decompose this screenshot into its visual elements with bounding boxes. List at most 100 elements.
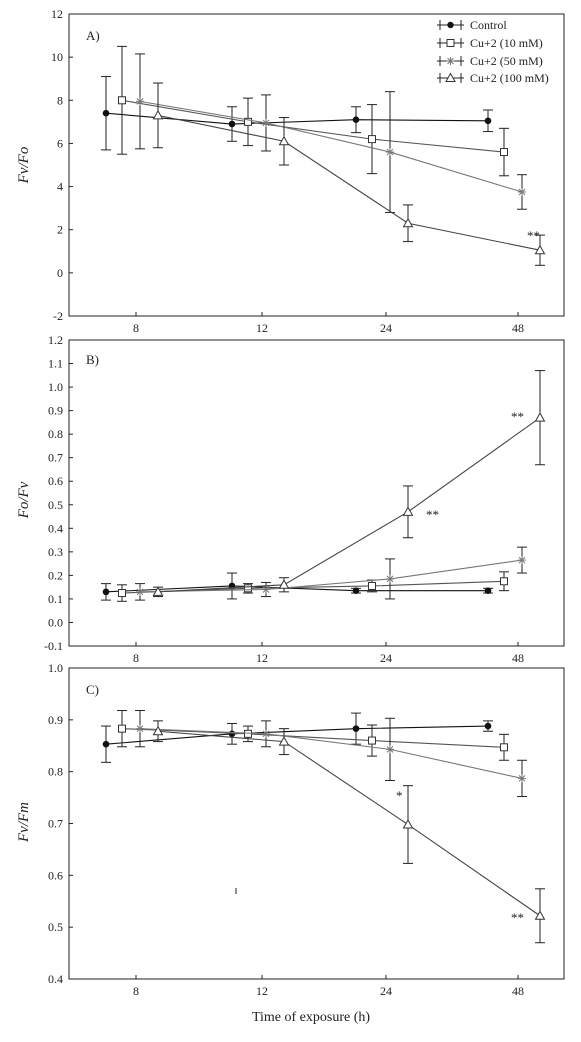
y-tick-label: 12 (51, 7, 63, 21)
series-cu-10mm (117, 571, 509, 602)
data-point-cu-100mm (402, 819, 414, 829)
y-tick-label: -2 (53, 309, 63, 323)
data-point-cu-10mm (244, 584, 252, 593)
y-tick-label: 0.7 (48, 451, 63, 465)
legend: Control Cu+2 (10 mM) Cu+2 (50 m (437, 18, 549, 85)
legend-marker-control (447, 21, 454, 29)
data-point-cu-100mm (402, 506, 414, 516)
x-tick-label: 48 (512, 984, 524, 998)
panel-b-plot (101, 370, 546, 602)
data-point-cu-50mm (262, 585, 270, 594)
y-tick-label: 0 (57, 266, 63, 280)
y-tick-label: 1.0 (48, 661, 63, 675)
y-tick-label: -0.1 (44, 639, 63, 653)
data-point-cu-50mm (386, 745, 394, 754)
data-point-cu-50mm (136, 97, 144, 106)
y-tick-label: 0.8 (48, 765, 63, 779)
x-tick-label: 24 (380, 321, 392, 335)
x-tick-label: 48 (512, 321, 524, 335)
panel-b-label: B) (86, 352, 99, 367)
panel-a-y-ticks: -2 0 2 4 6 8 10 12 (51, 7, 73, 323)
panel-c-plot (101, 710, 546, 944)
data-point-cu-10mm (368, 581, 376, 590)
data-point-cu-100mm (534, 244, 546, 255)
series-line-cu-100mm (157, 417, 541, 593)
x-tick-label: 8 (133, 321, 139, 335)
series-line-cu-10mm (121, 99, 505, 153)
panel-a-y-axis-label: Fv/Fo (16, 146, 32, 184)
data-point-control (352, 116, 360, 123)
y-tick-label: 0.7 (48, 817, 63, 831)
legend-item-control: Control (437, 18, 507, 32)
data-point-control (102, 588, 110, 596)
x-tick-label: 24 (380, 651, 392, 665)
data-point-cu-100mm (402, 217, 414, 228)
series-cu-50mm (135, 53, 527, 213)
data-point-control (352, 725, 360, 732)
y-tick-label: 0.4 (48, 521, 63, 535)
data-point-cu-100mm (278, 135, 290, 146)
panel-c-label: C) (86, 682, 99, 697)
panel-b-annotation-100mm-48h: ** (511, 409, 524, 424)
y-tick-label: 2 (57, 223, 63, 237)
series-line-cu-50mm (139, 559, 523, 593)
y-tick-label: 0.5 (48, 920, 63, 934)
panel-a-plot (101, 45, 546, 266)
data-point-cu-100mm (152, 586, 164, 596)
data-point-cu-50mm (518, 556, 526, 565)
series-cu-50mm (135, 710, 527, 798)
y-tick-label: 8 (57, 93, 63, 107)
panel-b-y-ticks: -0.1 0.0 0.1 0.2 0.3 0.4 0.5 0.6 0.7 0.8 0.9 1.0 1.1… (44, 333, 73, 653)
legend-marker-cu-10mm (446, 39, 455, 47)
series-line-cu-100mm (157, 114, 541, 251)
y-tick-label: 0.4 (48, 972, 63, 986)
data-point-control (484, 117, 492, 125)
legend-label-control: Control (470, 18, 507, 32)
data-point-cu-10mm (500, 148, 508, 157)
panel-a-frame (68, 13, 565, 317)
panel-c-annotation-100mm-24h: * (396, 788, 403, 803)
series-line-control (105, 725, 489, 745)
panel-b-x-ticks: 8 12 24 48 (133, 642, 524, 665)
panel-c-annotation-100mm-48h: ** (511, 910, 524, 925)
data-point-cu-50mm (518, 774, 526, 783)
panel-a-annotation-100mm-48h: ** (527, 228, 540, 243)
data-point-cu-10mm (118, 589, 126, 598)
series-line-control (105, 112, 489, 125)
y-tick-label: 0.2 (48, 568, 63, 582)
data-point-cu-10mm (118, 724, 126, 733)
y-tick-label: 0.1 (48, 592, 63, 606)
data-point-cu-100mm (534, 412, 546, 422)
data-point-cu-10mm (368, 736, 376, 745)
y-tick-label: 0.5 (48, 498, 63, 512)
y-tick-label: 0.8 (48, 427, 63, 441)
data-point-cu-50mm (136, 724, 144, 733)
data-point-control (484, 722, 492, 730)
x-tick-label: 8 (133, 651, 139, 665)
x-tick-label: 12 (256, 984, 268, 998)
panel-b-annotation-100mm-24h: ** (426, 507, 439, 522)
legend-marker-cu-100mm (445, 72, 456, 82)
panel-b-y-axis-label: Fo/Fv (16, 481, 32, 519)
panel-c-y-axis-label: Fv/Fm (16, 802, 32, 843)
x-tick-label: 12 (256, 651, 268, 665)
panel-b: -0.1 0.0 0.1 0.2 0.3 0.4 0.5 0.6 0.7 0.8 0.9 1.0 1.1… (16, 333, 565, 665)
data-point-cu-100mm (278, 736, 290, 746)
data-point-cu-100mm (278, 579, 290, 589)
x-tick-label: 24 (380, 984, 392, 998)
y-tick-label: 0.9 (48, 404, 63, 418)
series-cu-50mm (135, 546, 527, 601)
x-tick-label: 8 (133, 984, 139, 998)
data-point-cu-100mm (152, 725, 164, 736)
series-cu-100mm (152, 370, 546, 598)
panel-c-y-ticks: 0.4 0.5 0.6 0.7 0.8 0.9 1.0 (48, 661, 73, 986)
series-cu-10mm (117, 45, 509, 177)
y-tick-label: 1.1 (48, 357, 63, 371)
data-point-cu-50mm (386, 574, 394, 583)
series-line-control (105, 585, 488, 593)
data-point-cu-10mm (244, 729, 252, 738)
series-control (101, 572, 493, 601)
data-point-control (228, 730, 236, 738)
